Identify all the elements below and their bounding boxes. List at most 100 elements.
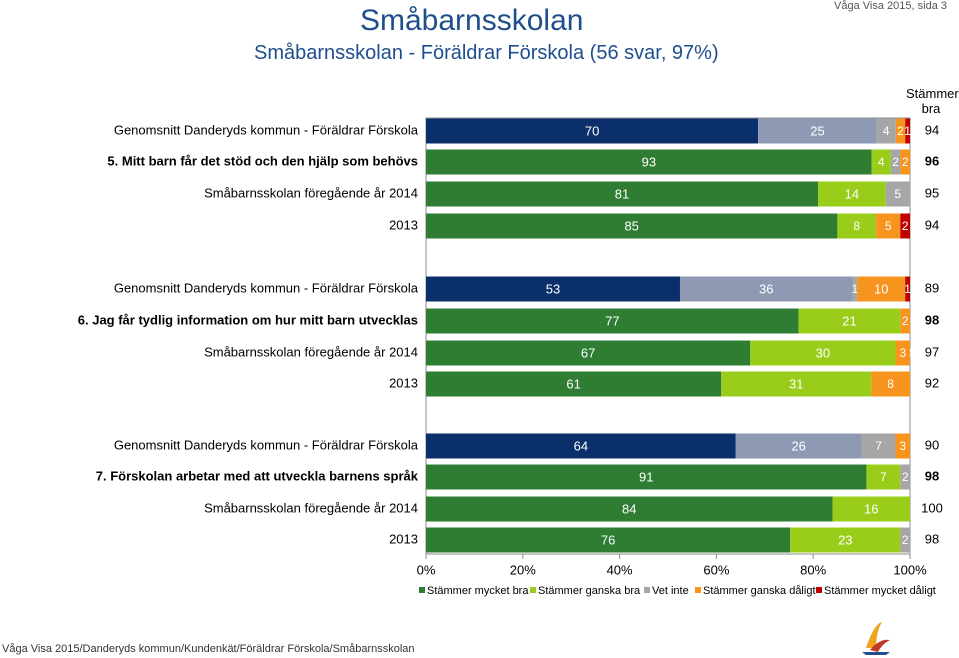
bar-segment bbox=[871, 371, 910, 397]
row-label: Småbarnsskolan föregående år 2014 bbox=[204, 185, 418, 200]
data-label: 16 bbox=[864, 501, 878, 516]
row-label: Genomsnitt Danderyds kommun - Föräldrar … bbox=[114, 280, 419, 295]
data-label: 25 bbox=[810, 123, 824, 138]
bar-segment bbox=[790, 527, 901, 553]
bar-segment bbox=[871, 149, 891, 175]
data-label: 0 bbox=[930, 155, 937, 169]
data-label: 23 bbox=[838, 532, 852, 547]
data-label: 3 bbox=[899, 439, 906, 453]
row-total: 100 bbox=[921, 500, 943, 515]
bar-segment bbox=[426, 433, 736, 459]
data-label: 5 bbox=[885, 219, 892, 233]
bar-segment bbox=[426, 118, 759, 144]
data-label: 2 bbox=[902, 314, 909, 328]
bar-segment bbox=[735, 433, 862, 459]
bar-segment bbox=[876, 118, 896, 144]
row-label: 2013 bbox=[389, 217, 418, 232]
bar-segment bbox=[895, 340, 910, 366]
data-label: 4 bbox=[878, 155, 885, 169]
bar-segment bbox=[426, 496, 833, 522]
data-label: 0 bbox=[930, 187, 937, 201]
bar-segment bbox=[900, 308, 910, 334]
bar-segment bbox=[426, 181, 819, 207]
bar-segment bbox=[905, 276, 910, 302]
bar-segment bbox=[426, 308, 799, 334]
x-tick-label: 100% bbox=[893, 562, 927, 577]
data-label: 8 bbox=[853, 219, 860, 233]
bar-segment bbox=[857, 276, 906, 302]
row-label: Småbarnsskolan föregående år 2014 bbox=[204, 500, 418, 515]
data-label: 1 bbox=[852, 282, 859, 296]
data-label: 7 bbox=[875, 439, 882, 453]
page-subtitle: Småbarnsskolan - Föräldrar Förskola (56 … bbox=[254, 42, 719, 64]
bar-segment bbox=[721, 371, 872, 397]
data-label: 81 bbox=[615, 186, 629, 201]
bar-segment bbox=[876, 213, 901, 239]
bar-segment bbox=[861, 433, 896, 459]
x-tick-label: 40% bbox=[607, 562, 633, 577]
data-label: 3 bbox=[899, 346, 906, 360]
x-tick-label: 20% bbox=[510, 562, 536, 577]
row-total: 95 bbox=[925, 185, 939, 200]
bar-segment bbox=[426, 527, 791, 553]
data-label: 0 bbox=[910, 314, 917, 328]
bar-segment bbox=[900, 527, 910, 553]
data-label: 1 bbox=[904, 282, 911, 296]
data-label: 0 bbox=[925, 533, 932, 547]
row-label: 7. Förskolan arbetar med att utveckla ba… bbox=[96, 468, 419, 483]
data-label: 93 bbox=[642, 154, 656, 169]
row-total: 94 bbox=[925, 122, 939, 137]
data-label: 0 bbox=[930, 346, 937, 360]
bar-segment bbox=[426, 464, 867, 490]
bar-segment bbox=[900, 149, 910, 175]
bar-segment bbox=[905, 118, 910, 144]
row-label: 2013 bbox=[389, 375, 418, 390]
legend-label: Stämmer mycket bra bbox=[427, 585, 529, 597]
data-label: 14 bbox=[845, 186, 859, 201]
bar-segment bbox=[679, 276, 853, 302]
data-label: 0 bbox=[930, 470, 937, 484]
bar-segment bbox=[426, 149, 872, 175]
cma-research-logo bbox=[862, 622, 890, 655]
row-total: 92 bbox=[925, 375, 939, 390]
row-total: 98 bbox=[925, 468, 939, 483]
data-label: 0 bbox=[930, 377, 937, 391]
bar-segment bbox=[832, 496, 910, 522]
bar-segment bbox=[895, 433, 910, 459]
data-label: 70 bbox=[585, 123, 599, 138]
legend-swatch bbox=[695, 587, 701, 593]
data-label: 91 bbox=[639, 469, 653, 484]
plot-area bbox=[425, 117, 911, 555]
data-label: 53 bbox=[546, 281, 560, 296]
bar-segment bbox=[798, 308, 901, 334]
data-label: 0 bbox=[920, 502, 927, 516]
data-label: 2 bbox=[892, 155, 899, 169]
data-label: 76 bbox=[601, 532, 615, 547]
row-total: 98 bbox=[925, 531, 939, 546]
bar-segment bbox=[426, 371, 722, 397]
data-label: 21 bbox=[842, 313, 856, 328]
row-total: 90 bbox=[925, 437, 939, 452]
data-label: 84 bbox=[622, 501, 636, 516]
column-header-stammer-bra: Stämmer bra bbox=[906, 86, 959, 116]
page-reference: Våga Visa 2015, sida 3 bbox=[834, 0, 947, 12]
data-label: 0 bbox=[930, 502, 937, 516]
data-label: 10 bbox=[874, 281, 888, 296]
bar-segment bbox=[758, 118, 877, 144]
row-label: Genomsnitt Danderyds kommun - Föräldrar … bbox=[114, 437, 419, 452]
row-total: 98 bbox=[925, 312, 939, 327]
data-label: 77 bbox=[605, 313, 619, 328]
data-label: 2 bbox=[897, 124, 904, 138]
row-label: 5. Mitt barn får det stöd och den hjälp … bbox=[107, 153, 418, 168]
data-label: 8 bbox=[887, 377, 894, 391]
x-tick-label: 80% bbox=[800, 562, 826, 577]
data-label: 61 bbox=[566, 376, 580, 391]
bar-segment bbox=[900, 213, 910, 239]
bar-segment bbox=[900, 464, 910, 490]
row-total: 94 bbox=[925, 217, 939, 232]
data-label: 4 bbox=[883, 124, 890, 138]
data-label: 2 bbox=[902, 219, 909, 233]
data-label: 2 bbox=[902, 155, 909, 169]
legend-swatch bbox=[530, 587, 536, 593]
